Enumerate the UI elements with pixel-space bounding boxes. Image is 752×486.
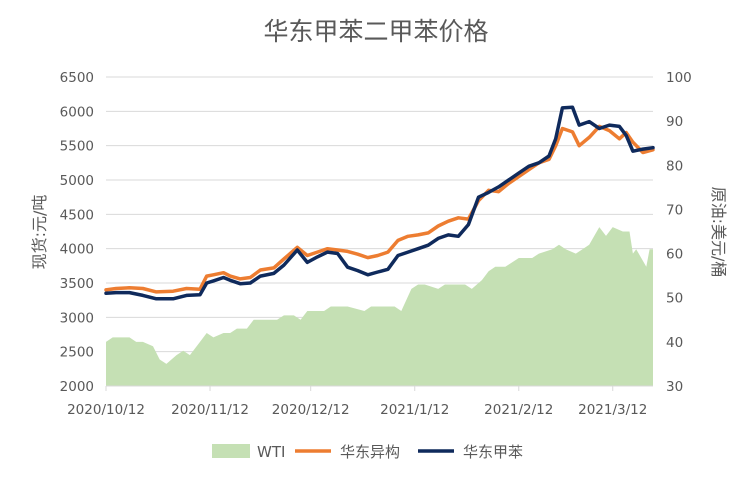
- right-tick-label: 100: [666, 70, 692, 86]
- left-tick-label: 5000: [60, 173, 94, 189]
- right-tick-label: 40: [666, 335, 683, 351]
- x-tick-label: 2020/12/12: [272, 402, 350, 418]
- x-tick-label: 2020/11/12: [171, 402, 249, 418]
- left-tick-label: 3000: [60, 310, 94, 326]
- right-axis-ticks: 30 40 50 60 70 80 90 100: [666, 70, 692, 395]
- x-tick-label: 2021/3/12: [578, 402, 647, 418]
- x-tick-label: 2021/1/12: [380, 402, 449, 418]
- left-tick-label: 6500: [60, 70, 94, 86]
- left-tick-label: 2000: [60, 379, 94, 395]
- legend-label: 华东异构: [340, 443, 400, 461]
- legend-swatch-wti: [212, 444, 250, 458]
- left-axis-ticks: 2000 2500 3000 3500 4000 4500 5000 5500 6000 6500: [60, 70, 94, 395]
- right-axis-title: 原油:美元/桶: [709, 187, 728, 278]
- chart-title: 华东甲苯二甲苯价格: [263, 17, 488, 46]
- left-axis-title: 现货:元/吨: [30, 195, 49, 270]
- right-tick-label: 80: [666, 158, 683, 174]
- left-tick-label: 5500: [60, 139, 94, 155]
- left-tick-label: 6000: [60, 104, 94, 120]
- right-tick-label: 50: [666, 291, 683, 307]
- right-tick-label: 60: [666, 247, 683, 263]
- area-series-layer: [106, 227, 653, 386]
- right-tick-label: 30: [666, 379, 683, 395]
- series-isomer-line: [104, 124, 655, 294]
- left-tick-label: 4500: [60, 207, 94, 223]
- left-tick-label: 2500: [60, 345, 94, 361]
- legend-label: 华东甲苯: [463, 443, 523, 461]
- series-wti-area: [106, 227, 653, 386]
- x-tick-label: 2021/2/12: [484, 402, 553, 418]
- line-series-layer: [104, 105, 655, 301]
- x-tick-label: 2020/10/12: [67, 402, 145, 418]
- legend-label: WTI: [257, 443, 285, 461]
- right-tick-label: 90: [666, 114, 683, 130]
- x-axis-ticks: 2020/10/12 2020/11/12 2020/12/12 2021/1/12 2…: [67, 386, 647, 418]
- left-tick-label: 4000: [60, 242, 94, 258]
- gridlines: [106, 76, 653, 353]
- series-toluene-line: [104, 105, 655, 301]
- left-tick-label: 3500: [60, 276, 94, 292]
- right-tick-label: 70: [666, 202, 683, 218]
- legend: WTI 华东异构 华东甲苯: [212, 443, 523, 461]
